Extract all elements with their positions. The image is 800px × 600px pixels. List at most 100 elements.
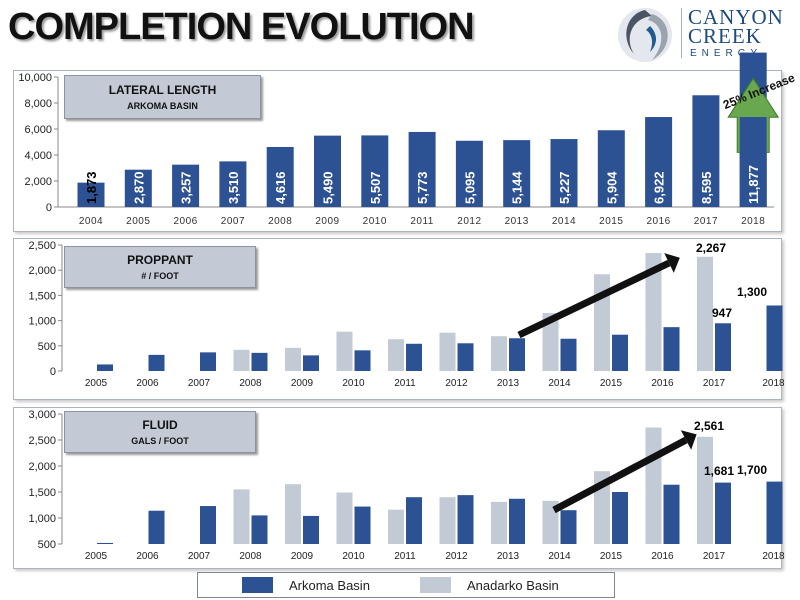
bar-proppant-arkoma-2016: [663, 327, 680, 371]
callout-proppant-1: 947: [712, 306, 732, 320]
y-tick-label: 2,000: [24, 176, 52, 188]
x-tick-label: 2014: [548, 551, 571, 562]
bar-lateral-2007: [219, 161, 247, 207]
legend-swatch-arkoma: [242, 577, 273, 593]
x-tick-label: 2007: [188, 378, 211, 389]
bar-proppant-arkoma-2012: [457, 343, 474, 371]
y-tick-label: 2,500: [28, 435, 56, 447]
bar-lateral-2011: [408, 131, 436, 207]
data-label-lateral-2008: 4,616: [273, 171, 288, 204]
proppant-panel: 0 500 1,000 1,500 2,000 2,500 2005 2006 2007 2008…: [13, 238, 785, 400]
chart-legend: Arkoma Basin Anadarko Basin: [197, 572, 615, 598]
x-tick-label: 2011: [394, 378, 416, 389]
x-tick-label: 2017: [703, 551, 726, 562]
y-tick-label: 4,000: [24, 150, 52, 162]
data-label-lateral-2017: 8,595: [699, 171, 714, 204]
data-label-lateral-2006: 3,257: [179, 171, 194, 204]
y-tick-label: 0: [46, 202, 52, 214]
logo-line-2: CREEK: [688, 24, 762, 48]
y-tick-label: 6,000: [24, 124, 52, 136]
data-label-lateral-2009: 5,490: [321, 171, 336, 204]
x-tick-label: 2016: [651, 551, 674, 562]
lateral-title: LATERAL LENGTH: [108, 83, 217, 97]
callout-proppant-2: 1,300: [737, 285, 767, 299]
bar-lateral-2012: [455, 140, 483, 207]
bar-proppant-anadarko-2017: [697, 256, 713, 371]
bar-fluid-arkoma-2018: [766, 481, 783, 544]
callout-fluid-0: 2,561: [694, 419, 724, 433]
bar-proppant-arkoma-2006: [148, 354, 165, 371]
bar-fluid-anadarko-2012: [439, 497, 456, 544]
x-tick-label: 2017: [694, 216, 718, 227]
lateral-length-panel: 0 2,000 4,000 6,000 8,000 10,000 1,873 2004 2,87…: [13, 52, 797, 232]
logo-swirl-icon: [618, 8, 672, 62]
bar-fluid-anadarko-2016: [645, 427, 662, 544]
x-tick-label: 2005: [85, 378, 108, 389]
x-tick-label: 2006: [173, 216, 197, 227]
bar-fluid-anadarko-2008: [233, 489, 250, 544]
x-tick-label: 2010: [342, 378, 365, 389]
y-tick-label: 2,000: [28, 461, 56, 473]
bar-fluid-arkoma-2016: [663, 484, 680, 544]
bar-proppant-arkoma-2007: [200, 352, 216, 371]
fluid-title: FLUID: [142, 418, 178, 432]
data-label-lateral-2010: 5,507: [368, 171, 383, 204]
trend-arrow-icon: [517, 259, 671, 339]
y-tick-label: 500: [38, 341, 56, 353]
proppant-title-box: PROPPANT # / FOOT: [64, 246, 256, 288]
x-tick-label: 2005: [126, 216, 150, 227]
x-tick-label: 2015: [600, 378, 623, 389]
bar-lateral-2017: [692, 95, 720, 207]
bar-lateral-2014: [550, 139, 578, 207]
bar-lateral-2008: [266, 146, 294, 207]
x-tick-label: 2013: [497, 551, 520, 562]
lateral-title-box: LATERAL LENGTH ARKOMA BASIN: [64, 75, 261, 119]
trend-arrowhead-icon: [680, 430, 697, 450]
x-tick-label: 2015: [599, 216, 623, 227]
x-tick-label: 2018: [741, 216, 765, 227]
y-tick-label: 0: [50, 366, 56, 378]
fluid-chart: 500 1,000 1,500 2,000 2,500 3,000 2005 2006 2007…: [28, 409, 785, 562]
bar-fluid-arkoma-2013: [509, 498, 525, 544]
bar-lateral-2005: [124, 169, 152, 207]
bar-fluid-arkoma-2017: [715, 482, 731, 544]
x-tick-label: 2008: [268, 216, 292, 227]
bar-proppant-anadarko-2009: [285, 347, 301, 371]
page-title: COMPLETION EVOLUTION: [8, 6, 475, 48]
fluid-title-box: FLUID GALS / FOOT: [64, 411, 256, 453]
x-tick-label: 2011: [394, 551, 416, 562]
x-tick-label: 2009: [291, 551, 314, 562]
bar-lateral-2016: [645, 117, 673, 207]
y-tick-label: 500: [38, 539, 56, 551]
bar-lateral-2013: [503, 140, 531, 207]
y-tick-label: 10,000: [18, 72, 52, 84]
x-tick-label: 2008: [239, 551, 262, 562]
data-label-lateral-2015: 5,904: [604, 171, 619, 204]
trend-arrow-icon: [552, 436, 688, 514]
bar-fluid-arkoma-2011: [406, 497, 422, 544]
bar-fluid-anadarko-2017: [697, 436, 713, 544]
bar-fluid-arkoma-2008: [251, 515, 268, 544]
bar-proppant-anadarko-2014: [542, 313, 559, 371]
x-tick-label: 2009: [315, 216, 339, 227]
bar-fluid-anadarko-2013: [491, 501, 507, 544]
bar-proppant-arkoma-2010: [354, 350, 371, 371]
logo-line-3: ENERGY: [690, 48, 763, 59]
bar-fluid-arkoma-2014: [560, 510, 577, 544]
bar-proppant-arkoma-2008: [251, 352, 268, 371]
y-tick-label: 2,000: [28, 265, 56, 277]
x-tick-label: 2007: [221, 216, 245, 227]
bar-proppant-arkoma-2014: [560, 338, 577, 371]
bar-proppant-arkoma-2018: [766, 305, 783, 371]
x-tick-label: 2005: [85, 551, 108, 562]
y-tick-label: 1,500: [28, 487, 56, 499]
legend-item-anadarko: Anadarko Basin: [420, 577, 559, 593]
x-tick-label: 2017: [703, 378, 726, 389]
x-tick-label: 2013: [505, 216, 529, 227]
bar-fluid-arkoma-2006: [148, 510, 165, 544]
bar-proppant-anadarko-2012: [439, 332, 456, 371]
fluid-subtitle: GALS / FOOT: [131, 436, 189, 446]
proppant-title: PROPPANT: [127, 253, 193, 267]
y-tick-label: 1,000: [28, 513, 56, 525]
bar-proppant-arkoma-2017: [715, 323, 731, 371]
